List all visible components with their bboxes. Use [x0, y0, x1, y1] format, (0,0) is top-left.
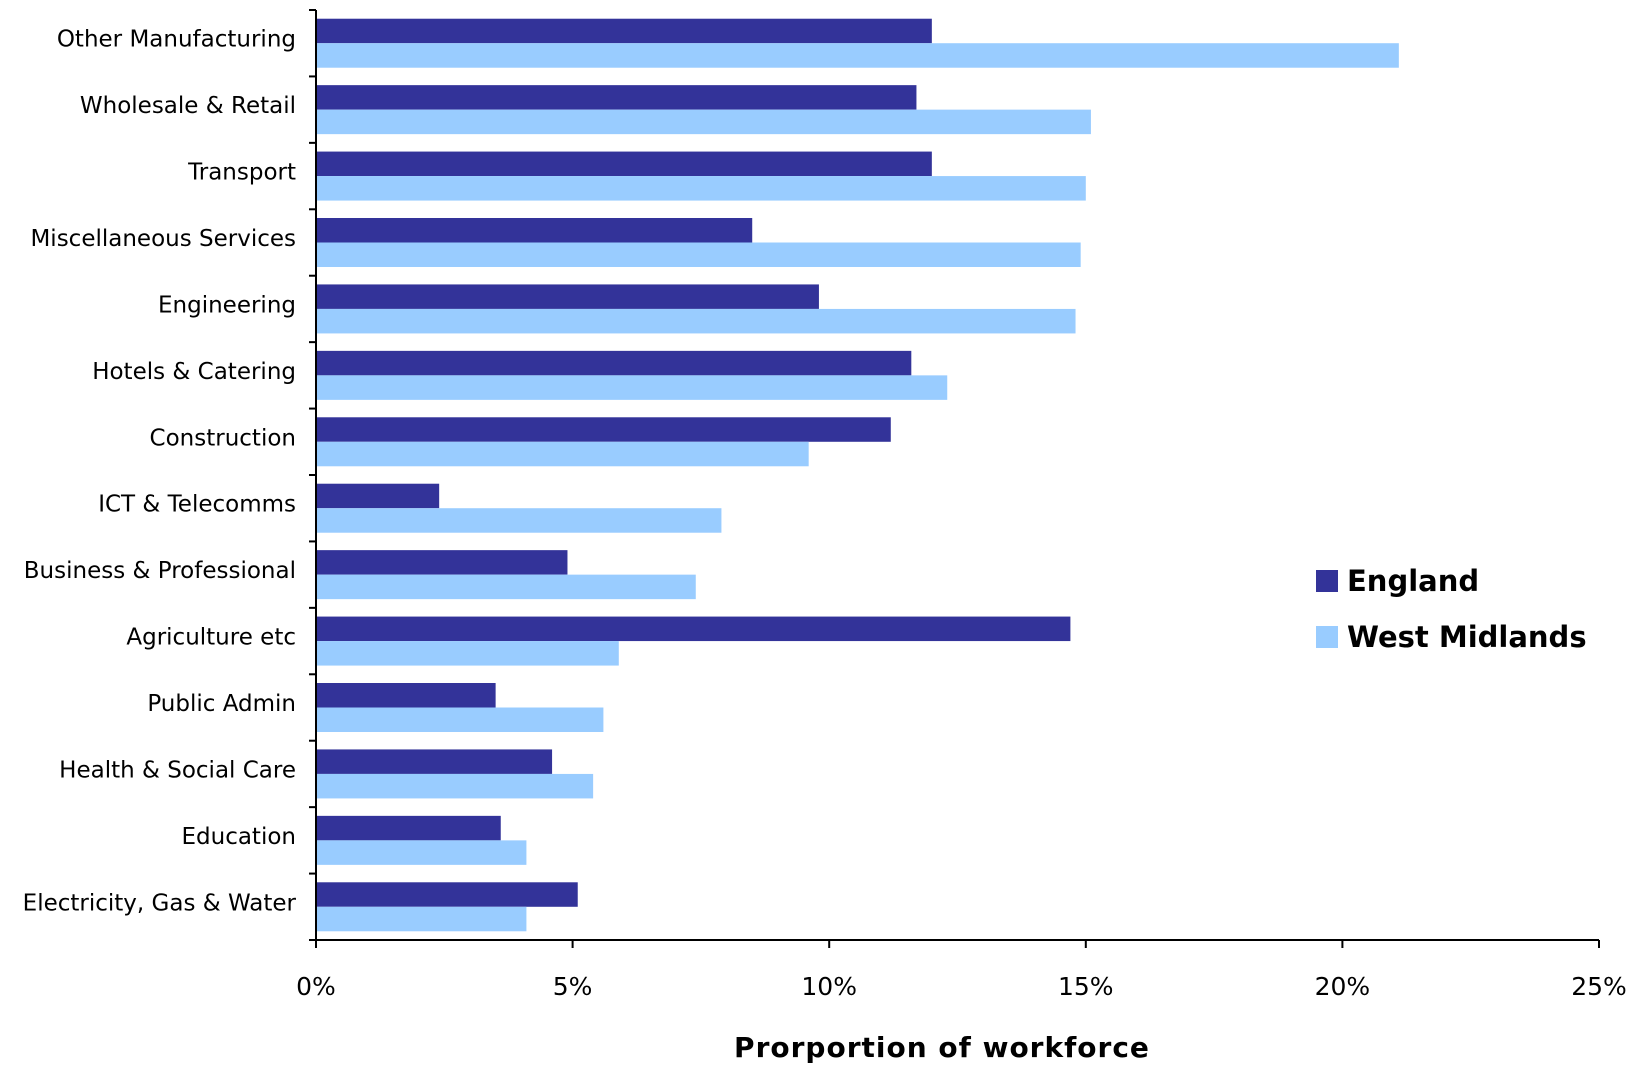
bar-england-education — [316, 815, 501, 841]
bar-west-midlands-engineering — [316, 308, 1076, 334]
legend-swatch-england — [1316, 570, 1338, 592]
legend-label-west-midlands: West Midlands — [1347, 620, 1587, 654]
axes-layer — [309, 9, 1600, 948]
bar-west-midlands-education — [316, 840, 527, 865]
x-tick-label: 5% — [553, 972, 593, 1001]
bar-west-midlands-hotels-and-catering — [316, 375, 948, 400]
category-label-electricity-gas-and-water: Electricity, Gas & Water — [23, 890, 297, 916]
bar-west-midlands-public-admin — [316, 707, 604, 732]
bar-england-business-and-professional — [316, 550, 568, 575]
bar-england-wholesale-and-retail — [316, 85, 917, 110]
x-tick-label: 20% — [1315, 972, 1371, 1001]
category-label-ict-and-telecomms: ICT & Telecomms — [98, 492, 296, 518]
labels-layer: Other Manufacturing Wholesale & Retail Tra… — [23, 27, 1627, 1064]
x-tick-label: 15% — [1058, 972, 1114, 1001]
category-label-business-and-professional: Business & Professional — [24, 558, 296, 584]
bar-west-midlands-transport — [316, 176, 1086, 201]
category-label-transport: Transport — [187, 160, 296, 186]
bar-england-engineering — [316, 284, 819, 309]
category-label-public-admin: Public Admin — [147, 691, 296, 717]
category-label-health-and-social-care: Health & Social Care — [59, 757, 296, 783]
category-label-miscellaneous-services: Miscellaneous Services — [30, 226, 296, 252]
category-label-education: Education — [181, 824, 296, 850]
category-label-engineering: Engineering — [158, 292, 296, 318]
bars-layer — [316, 18, 1399, 932]
category-label-wholesale-and-retail: Wholesale & Retail — [80, 93, 296, 119]
category-label-construction: Construction — [150, 425, 296, 451]
bar-england-miscellaneous-services — [316, 218, 753, 243]
bar-west-midlands-agriculture-etc — [316, 641, 619, 666]
category-label-agriculture-etc: Agriculture etc — [126, 625, 296, 651]
bar-england-agriculture-etc — [316, 616, 1071, 642]
legend-label-england: England — [1347, 564, 1479, 598]
bar-west-midlands-electricity-gas-and-water — [316, 906, 527, 932]
x-tick-label: 10% — [801, 972, 857, 1001]
legend-swatch-west-midlands — [1316, 626, 1338, 648]
bar-west-midlands-ict-and-telecomms — [316, 508, 722, 533]
x-tick-label: 25% — [1571, 972, 1627, 1001]
x-tick-label: 0% — [296, 972, 336, 1001]
bar-west-midlands-wholesale-and-retail — [316, 109, 1091, 135]
category-label-hotels-and-catering: Hotels & Catering — [92, 359, 296, 385]
bar-england-ict-and-telecomms — [316, 483, 440, 509]
bar-england-public-admin — [316, 683, 496, 708]
bar-west-midlands-other-manufacturing — [316, 43, 1399, 68]
bar-west-midlands-business-and-professional — [316, 574, 696, 600]
category-label-other-manufacturing: Other Manufacturing — [57, 27, 296, 53]
legend: England West Midlands — [1316, 564, 1587, 654]
bar-england-other-manufacturing — [316, 18, 932, 44]
bar-england-electricity-gas-and-water — [316, 882, 578, 907]
bar-west-midlands-miscellaneous-services — [316, 242, 1081, 267]
bar-west-midlands-construction — [316, 441, 809, 467]
bar-england-health-and-social-care — [316, 749, 553, 774]
bar-england-transport — [316, 151, 932, 177]
bar-england-hotels-and-catering — [316, 350, 912, 376]
bar-england-construction — [316, 417, 891, 442]
bar-west-midlands-health-and-social-care — [316, 773, 594, 799]
x-axis-title: Prorportion of workforce — [734, 1031, 1150, 1064]
